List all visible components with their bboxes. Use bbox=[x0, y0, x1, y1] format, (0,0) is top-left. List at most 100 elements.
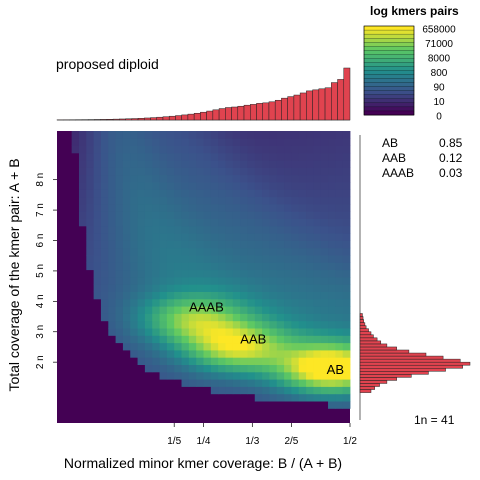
y-hist-bar bbox=[359, 358, 461, 363]
heatmap-cell bbox=[298, 189, 307, 198]
heatmap-cell bbox=[174, 298, 182, 307]
legend-color-step bbox=[363, 38, 415, 43]
heatmap-cell bbox=[181, 269, 190, 278]
heatmap-cell bbox=[262, 247, 270, 256]
heatmap-cell bbox=[247, 350, 256, 358]
heatmap-cell bbox=[247, 277, 256, 285]
heatmap-cell bbox=[108, 225, 117, 234]
y-hist-bar bbox=[359, 377, 397, 381]
heatmap-cell bbox=[298, 131, 307, 139]
heatmap-cell bbox=[210, 255, 219, 263]
heatmap-cell bbox=[181, 357, 190, 365]
heatmap-cell bbox=[93, 233, 102, 241]
heatmap-cell bbox=[262, 364, 270, 373]
x-hist-bar bbox=[187, 113, 195, 121]
heatmap-cell bbox=[276, 247, 285, 256]
heatmap-cell bbox=[247, 196, 256, 205]
heatmap-cell bbox=[342, 138, 351, 146]
heatmap-cell bbox=[203, 320, 212, 329]
heatmap-cell bbox=[100, 298, 109, 307]
heatmap-cell bbox=[269, 320, 278, 329]
heatmap-cell bbox=[181, 233, 190, 241]
heatmap-cell bbox=[130, 182, 138, 190]
heatmap-cell bbox=[159, 240, 168, 249]
heatmap-cell bbox=[232, 152, 241, 161]
heatmap-cell bbox=[276, 277, 285, 285]
heatmap-cell bbox=[144, 298, 153, 307]
heatmap-cell bbox=[276, 167, 285, 176]
heatmap-cell bbox=[130, 247, 138, 256]
heatmap-cell bbox=[254, 247, 263, 256]
legend-color-step bbox=[363, 86, 415, 92]
heatmap-cell bbox=[254, 160, 263, 168]
heatmap-cell bbox=[166, 284, 175, 292]
heatmap-cell bbox=[291, 277, 300, 285]
heatmap-cell bbox=[86, 145, 95, 154]
heatmap-cell bbox=[269, 371, 278, 380]
heatmap-cell bbox=[144, 364, 153, 373]
heatmap-cell bbox=[210, 167, 219, 176]
heatmap-cell bbox=[115, 233, 124, 241]
heatmap-cell bbox=[122, 204, 131, 212]
heatmap-cell bbox=[276, 379, 285, 387]
heatmap-cell bbox=[100, 182, 109, 190]
heatmap-cell bbox=[166, 152, 175, 161]
heatmap-cell bbox=[342, 152, 351, 161]
heatmap-cell bbox=[225, 152, 234, 161]
heatmap-cell bbox=[306, 196, 314, 205]
x-tick-label: 1/5 bbox=[167, 436, 181, 447]
heatmap-cell bbox=[342, 291, 351, 300]
heatmap-cell bbox=[166, 131, 175, 139]
heatmap-cell bbox=[166, 306, 175, 314]
heatmap-cell bbox=[269, 306, 278, 314]
heatmap-cell bbox=[276, 313, 285, 322]
heatmap-cell bbox=[254, 269, 263, 278]
heatmap-cell bbox=[130, 306, 138, 314]
heatmap-cell bbox=[313, 255, 322, 263]
heatmap-cell bbox=[115, 225, 124, 234]
heatmap-cell bbox=[159, 306, 168, 314]
heatmap-cell bbox=[284, 174, 292, 183]
heatmap-cell bbox=[152, 152, 160, 161]
heatmap-cell bbox=[254, 196, 263, 205]
heatmap-cell bbox=[284, 255, 292, 263]
heatmap-cell bbox=[137, 328, 146, 336]
heatmap-cell bbox=[306, 211, 314, 219]
heatmap-cell bbox=[86, 262, 95, 271]
heatmap-cell bbox=[262, 160, 270, 168]
heatmap-cell bbox=[320, 233, 329, 241]
heatmap-cell bbox=[232, 342, 241, 351]
heatmap-cell bbox=[196, 189, 204, 198]
heatmap-cell bbox=[218, 371, 226, 380]
heatmap-cell bbox=[210, 364, 219, 373]
heatmap-cell bbox=[71, 131, 80, 139]
heatmap-cell bbox=[100, 233, 109, 241]
heatmap-cell bbox=[188, 255, 197, 263]
heatmap-cell bbox=[159, 342, 168, 351]
heatmap-cell bbox=[291, 247, 300, 256]
heatmap-cell bbox=[276, 320, 285, 329]
heatmap-cell bbox=[225, 269, 234, 278]
proportion-name: AAAB bbox=[382, 166, 414, 180]
heatmap-cell bbox=[306, 262, 314, 271]
heatmap-cell bbox=[342, 218, 351, 227]
proportion-name: AB bbox=[382, 136, 398, 150]
heatmap-cell bbox=[328, 379, 336, 387]
legend-color-step bbox=[363, 50, 415, 55]
heatmap-cell bbox=[196, 182, 204, 190]
heatmap-cell bbox=[100, 277, 109, 285]
heatmap-cell bbox=[181, 225, 190, 234]
heatmap-cell bbox=[240, 182, 248, 190]
heatmap-cell bbox=[247, 174, 256, 183]
heatmap-cell bbox=[335, 364, 344, 373]
heatmap-cell bbox=[254, 328, 263, 336]
heatmap-cell bbox=[166, 225, 175, 234]
x-marginal-histogram bbox=[56, 67, 351, 121]
heatmap-cell bbox=[78, 182, 87, 190]
heatmap-cell bbox=[181, 262, 190, 271]
heatmap-cell bbox=[306, 313, 314, 322]
heatmap-cell bbox=[328, 255, 336, 263]
heatmap-cell bbox=[225, 298, 234, 307]
heatmap-cell bbox=[210, 342, 219, 351]
